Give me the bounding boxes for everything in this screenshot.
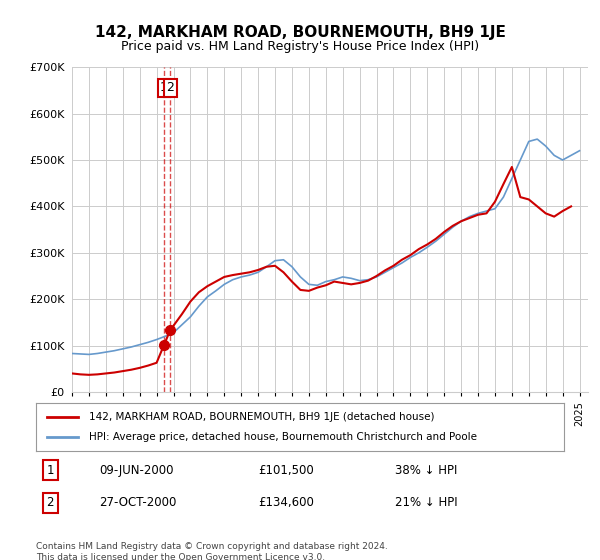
- Text: 2: 2: [47, 496, 54, 509]
- Text: 2: 2: [167, 81, 175, 94]
- Text: Price paid vs. HM Land Registry's House Price Index (HPI): Price paid vs. HM Land Registry's House …: [121, 40, 479, 53]
- Text: HPI: Average price, detached house, Bournemouth Christchurch and Poole: HPI: Average price, detached house, Bour…: [89, 432, 477, 442]
- Text: 38% ↓ HPI: 38% ↓ HPI: [395, 464, 457, 477]
- Text: This data is licensed under the Open Government Licence v3.0.: This data is licensed under the Open Gov…: [36, 553, 325, 560]
- Text: £134,600: £134,600: [258, 496, 314, 509]
- Text: 21% ↓ HPI: 21% ↓ HPI: [395, 496, 458, 509]
- Text: 27-OCT-2000: 27-OCT-2000: [100, 496, 177, 509]
- Text: 1: 1: [47, 464, 54, 477]
- Text: 1: 1: [160, 81, 168, 94]
- Text: 142, MARKHAM ROAD, BOURNEMOUTH, BH9 1JE (detached house): 142, MARKHAM ROAD, BOURNEMOUTH, BH9 1JE …: [89, 412, 434, 422]
- Text: 09-JUN-2000: 09-JUN-2000: [100, 464, 174, 477]
- Text: Contains HM Land Registry data © Crown copyright and database right 2024.: Contains HM Land Registry data © Crown c…: [36, 542, 388, 551]
- Text: 142, MARKHAM ROAD, BOURNEMOUTH, BH9 1JE: 142, MARKHAM ROAD, BOURNEMOUTH, BH9 1JE: [95, 25, 505, 40]
- Text: £101,500: £101,500: [258, 464, 314, 477]
